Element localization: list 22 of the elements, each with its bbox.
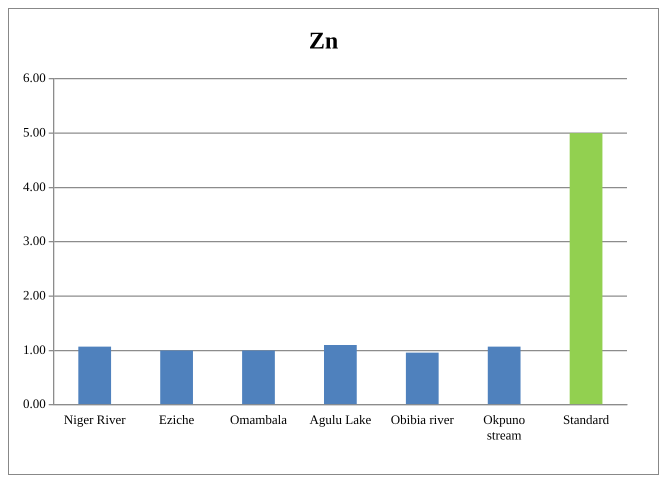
x-tick-label: Eziche (158, 412, 194, 428)
bar (78, 346, 112, 404)
y-tick-label: 1.00 (23, 342, 46, 357)
y-tick-label: 3.00 (23, 233, 46, 248)
y-tick-label: 5.00 (23, 124, 46, 140)
x-tick-label: Standard (562, 412, 610, 428)
x-tick-label: Okpuno stream (483, 412, 526, 443)
chart-title: Zn (308, 28, 338, 55)
y-tick-label: 0.00 (23, 396, 46, 412)
x-tick-label: Agulu Lake (310, 412, 372, 428)
bar (570, 133, 602, 404)
bar (406, 352, 439, 404)
bar (324, 345, 357, 404)
bar (160, 350, 193, 404)
y-tick-label: 2.00 (23, 288, 46, 303)
y-tick-label: 4.00 (23, 178, 46, 194)
bar (488, 346, 521, 404)
x-tick-label: Obibia river (390, 412, 455, 428)
bar (242, 350, 275, 404)
x-tick-label: Omambala (230, 412, 288, 428)
x-tick-label: Niger River (64, 412, 126, 428)
y-tick-label: 6.00 (23, 70, 46, 86)
